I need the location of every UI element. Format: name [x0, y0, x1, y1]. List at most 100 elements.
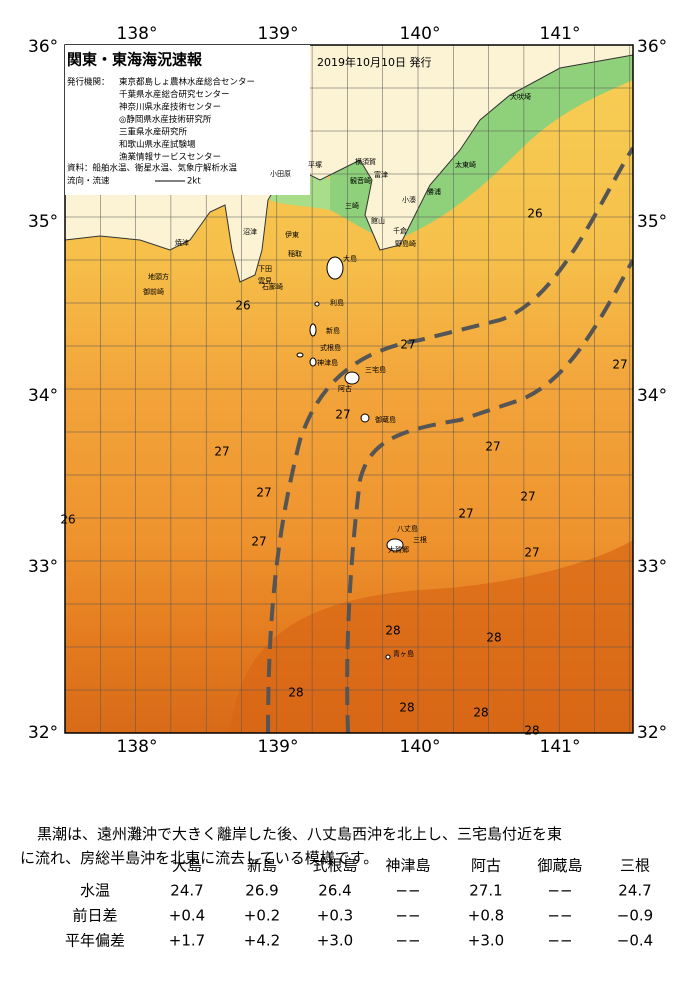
place-label: 式根島 — [320, 343, 341, 352]
lat-label: 35° — [28, 212, 58, 232]
table-header: 阿古 — [471, 857, 501, 875]
place-label: 地頭方 — [148, 272, 169, 281]
place-label: 御蔵島 — [375, 415, 396, 424]
lat-label: 33° — [28, 557, 58, 577]
place-label: 伊東 — [285, 230, 299, 239]
place-label: 雲見 — [258, 277, 272, 285]
title: 関東・東海海況速報 — [67, 51, 203, 69]
contour-label: 27 — [251, 535, 266, 549]
table-cell: +0.3 — [317, 907, 353, 925]
table-cell: +0.2 — [244, 907, 280, 925]
place-label: 小湊 — [402, 195, 416, 204]
place-label: 大島 — [343, 254, 357, 263]
table-cell: −− — [395, 882, 420, 900]
place-label: 富津 — [374, 170, 388, 179]
lat-label: 36° — [637, 37, 667, 57]
table-header: 神津島 — [385, 857, 430, 875]
table-cell: +0.8 — [468, 907, 504, 925]
place-label: 阿古 — [338, 384, 352, 393]
place-label: 大賀郷 — [388, 545, 409, 554]
summary: 黒潮は、遠州灘沖で大きく離岸した後、八丈島西沖を北上し、三宅島付近を東に流れ、房… — [20, 825, 562, 867]
kuroshio — [266, 146, 633, 733]
place-label: 利島 — [330, 298, 344, 307]
lat-label: 36° — [28, 37, 58, 57]
lat-label: 32° — [28, 723, 58, 743]
table-cell: +1.7 — [169, 932, 205, 950]
contour-label: 27 — [524, 546, 539, 560]
table-cell: +3.0 — [317, 932, 353, 950]
table-cell: −0.4 — [617, 932, 653, 950]
contour-label: 27 — [458, 507, 473, 521]
place-label: 野島崎 — [395, 239, 416, 248]
contour-label: 27 — [400, 338, 415, 352]
contour-label: 27 — [214, 445, 229, 459]
lon-label: 140° — [400, 737, 441, 757]
place-label: 焼津 — [175, 238, 189, 247]
warm-zone — [230, 540, 633, 733]
place-label: 三崎 — [345, 201, 359, 210]
contour-label: 26 — [527, 207, 542, 221]
lon-label: 139° — [258, 737, 299, 757]
place-label: 下田 — [258, 265, 272, 273]
lon-label: 138° — [117, 24, 158, 44]
contour-label: 28 — [524, 724, 539, 738]
date: 2019年10月10日 発行 — [317, 55, 432, 69]
agency: 神奈川県水産技術センター — [119, 102, 221, 113]
contour-label: 28 — [288, 686, 303, 700]
lat-label: 32° — [637, 723, 667, 743]
contour-label: 27 — [520, 490, 535, 504]
contour-label: 28 — [385, 624, 400, 638]
lat-label: 35° — [637, 212, 667, 232]
agency: 千葉県水産総合研究センター — [119, 89, 230, 100]
table-cell: 24.7 — [618, 882, 651, 900]
agency: 東京都島しょ農林水産総合センター — [119, 77, 255, 88]
table-cell: −− — [547, 932, 572, 950]
place-label: 稲取 — [288, 249, 302, 258]
sources: 資料：船舶水温、衛星水温、気象庁解析水温 — [67, 163, 238, 174]
lat-label: 33° — [637, 557, 667, 577]
contour-label: 26 — [60, 513, 75, 527]
table-header: 三根 — [620, 857, 650, 875]
place-label: 三根 — [413, 535, 427, 544]
place-label: 平塚 — [308, 160, 322, 169]
row-label: 水温 — [80, 882, 110, 900]
contour-label: 28 — [486, 631, 501, 645]
agency: ◎静岡県水産技術研究所 — [119, 114, 212, 125]
place-label: 八丈島 — [397, 524, 418, 533]
place-label: 神津島 — [317, 358, 338, 367]
table-cell: +0.4 — [169, 907, 205, 925]
map-frame — [64, 44, 634, 734]
place-label: 三宅島 — [365, 365, 386, 374]
table-cell: 24.7 — [170, 882, 203, 900]
row-label: 前日差 — [72, 907, 117, 925]
contour-label: 27 — [485, 440, 500, 454]
place-label: 青ヶ島 — [393, 649, 414, 658]
table-cell: −− — [395, 907, 420, 925]
place-label: 御前崎 — [143, 287, 164, 296]
table-cell: −− — [547, 907, 572, 925]
place-label: 館山 — [371, 216, 385, 225]
place-label: 太東崎 — [455, 160, 476, 169]
row-label: 平年偏差 — [65, 932, 125, 950]
legend-label: 流向・流速 — [67, 176, 110, 187]
table-header: 大島 — [172, 857, 202, 875]
place-label: 観音崎 — [350, 176, 371, 185]
contour-label: 28 — [399, 701, 414, 715]
table-cell: −0.9 — [617, 907, 653, 925]
lon-label: 141° — [540, 737, 581, 757]
table-header: 御蔵島 — [537, 857, 582, 875]
agency-label: 発行機関： — [67, 77, 110, 88]
info-box — [65, 45, 310, 195]
contour-label: 26 — [235, 299, 250, 313]
lat-label: 34° — [28, 386, 58, 406]
lat-label: 34° — [637, 386, 667, 406]
contour-label: 27 — [256, 486, 271, 500]
table-header: 式根島 — [312, 857, 357, 875]
map — [65, 45, 633, 733]
table-cell: 26.9 — [245, 882, 278, 900]
place-label: 犬吠埼 — [510, 92, 531, 101]
legend-speed: 2kt — [187, 177, 201, 187]
place-label: 石廊崎 — [262, 282, 283, 291]
